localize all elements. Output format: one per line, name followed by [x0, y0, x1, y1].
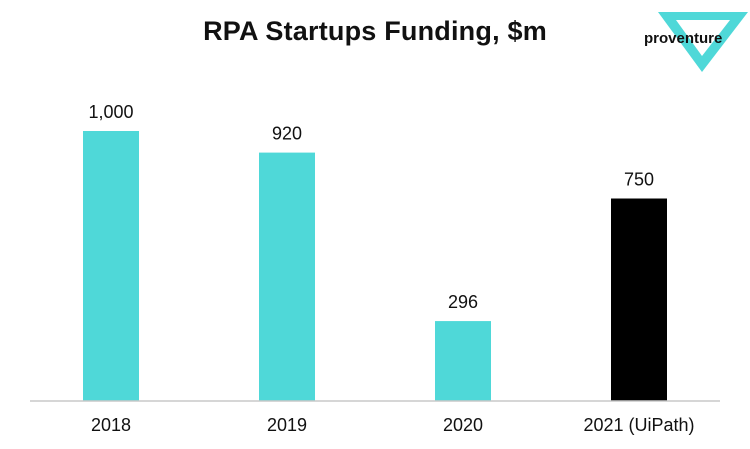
labels-layer: 1,000 2018 920 2019 296 2020 750 2021 (UiPath): [88, 102, 694, 435]
bar-3: [611, 198, 667, 401]
x-tick-label-1: 2019: [267, 415, 307, 435]
bar-1: [259, 152, 315, 401]
data-label-0: 1,000: [88, 102, 133, 122]
x-tick-label-3: 2021 (UiPath): [583, 415, 694, 435]
x-tick-label-0: 2018: [91, 415, 131, 435]
x-tick-label-2: 2020: [443, 415, 483, 435]
data-label-2: 296: [448, 292, 478, 312]
bar-2: [435, 321, 491, 401]
data-label-1: 920: [272, 124, 302, 144]
proventure-logo: proventure: [640, 10, 750, 74]
bars-layer: [83, 131, 667, 401]
logo-wordmark: proventure: [644, 30, 723, 47]
chart-title: RPA Startups Funding, $m: [203, 16, 547, 46]
logo-mark: [658, 12, 748, 72]
logo-triangle-inner: [676, 20, 730, 56]
bar-0: [83, 131, 139, 401]
data-label-3: 750: [624, 170, 654, 190]
